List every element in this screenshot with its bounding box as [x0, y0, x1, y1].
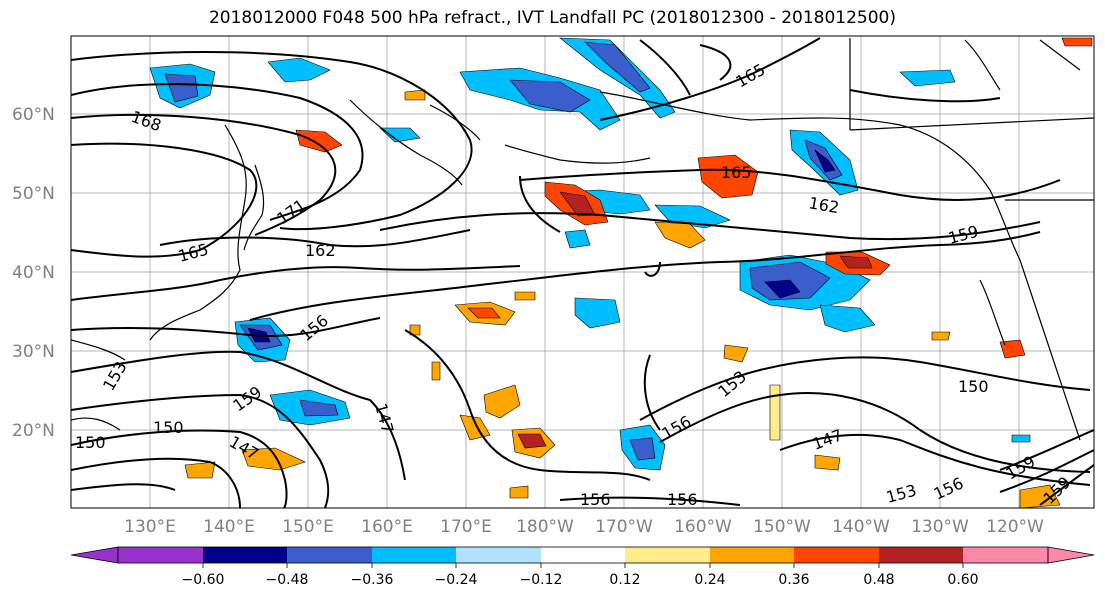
lon-label: 150°W	[753, 517, 811, 537]
contour-label: 150	[958, 377, 989, 396]
coastlines	[71, 38, 1094, 441]
colorbar-segment	[287, 547, 372, 563]
colorbar-tick: 0.48	[863, 572, 894, 588]
map-title: 2018012000 F048 500 hPa refract., IVT La…	[208, 8, 896, 28]
contour-label: 156	[580, 490, 611, 509]
colorbar-tick: 0.12	[609, 572, 640, 588]
lat-label: 50°N	[12, 184, 55, 204]
contour-label: 156	[667, 490, 698, 509]
lon-label: 150°E	[282, 517, 334, 537]
colorbar-segment	[456, 547, 541, 563]
colorbar-segment	[203, 547, 287, 563]
colorbar-segment	[879, 547, 963, 563]
lon-label: 120°W	[986, 517, 1044, 537]
colorbar-tick: −0.12	[520, 572, 563, 588]
colorbar-segment	[541, 547, 625, 563]
lat-label: 60°N	[12, 105, 55, 125]
map-frame	[70, 35, 1095, 509]
lon-label: 160°W	[674, 517, 732, 537]
colorbar-segment	[118, 547, 203, 563]
colorbar-tick: 0.24	[694, 572, 725, 588]
colorbar-tick: 0.36	[778, 572, 809, 588]
colorbar-segment	[794, 547, 879, 563]
colorbar-tick: −0.36	[351, 572, 394, 588]
latitude-labels: 60°N 50°N 40°N 30°N 20°N	[12, 105, 55, 441]
lon-label: 130°E	[124, 517, 176, 537]
contour-label: 150	[153, 418, 184, 437]
longitude-labels: 130°E 140°E 150°E 160°E 170°E 180°W 170°…	[124, 517, 1044, 537]
colorbar-segment	[70, 546, 119, 564]
colorbar-tick: −0.48	[266, 572, 309, 588]
lon-label: 180°W	[516, 517, 574, 537]
lon-label: 170°E	[440, 517, 492, 537]
lat-label: 20°N	[12, 421, 55, 441]
contour-label: 162	[305, 241, 336, 260]
lon-label: 160°E	[361, 517, 413, 537]
lon-label: 170°W	[595, 517, 653, 537]
colorbar-segment	[1047, 546, 1095, 564]
colorbar: −0.60 −0.48 −0.36 −0.24 −0.12 0.12 0.24 …	[70, 546, 1095, 588]
lon-label: 130°W	[911, 517, 969, 537]
height-contours	[71, 37, 1094, 508]
colorbar-tick: 0.60	[947, 572, 978, 588]
colorbar-tick: −0.24	[435, 572, 478, 588]
lon-label: 140°E	[203, 517, 255, 537]
colorbar-segment	[963, 547, 1048, 563]
lat-label: 30°N	[12, 342, 55, 362]
colorbar-tick: −0.60	[182, 572, 225, 588]
contour-label: 150	[75, 433, 106, 452]
colorbar-segment	[625, 547, 710, 563]
contour-label: 165	[721, 163, 752, 182]
shaded-field	[149, 37, 1093, 508]
lon-label: 140°W	[832, 517, 890, 537]
lat-label: 40°N	[12, 263, 55, 283]
colorbar-segment	[710, 547, 794, 563]
colorbar-segment	[372, 547, 456, 563]
